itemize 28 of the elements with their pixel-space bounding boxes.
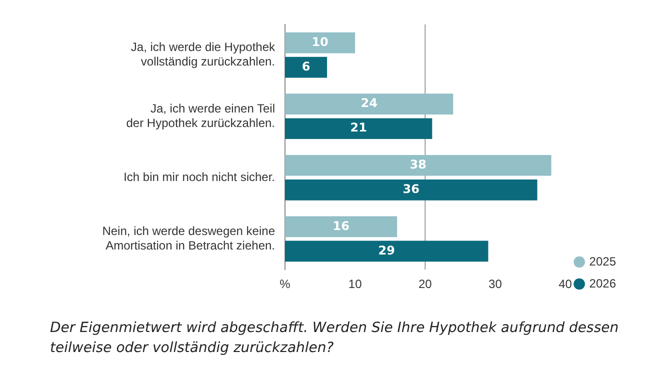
text: Der Eigenmietwert wird abgeschafft. Werden Sie Ihre Hypothek aufgrund dessen teilweise oder vollständig zurückzahlen? <box>50 319 620 358</box>
bar <box>285 179 538 200</box>
y-tick-label: Ja, ich werde einen Teil der Hypothek zurückzahlen. <box>126 101 275 130</box>
bar <box>285 118 432 140</box>
data-label: 6 <box>302 59 310 74</box>
y-tick-label: Ja, ich werde die Hypothek vollständig zurückzahlen. <box>130 40 276 69</box>
data-label: 16 <box>332 218 350 233</box>
y-tick-label: Ich bin mir noch nicht sicher. <box>124 170 275 184</box>
bar <box>285 240 488 262</box>
x-tick-label: 10 <box>348 277 362 292</box>
x-tick-label: 40 <box>558 277 572 292</box>
data-label: 24 <box>360 96 378 110</box>
bar <box>285 216 398 238</box>
x-tick-label: % <box>280 277 291 292</box>
y-tick-label: Nein, ich werde deswegen keine Amortisation in Betracht ziehen. <box>102 224 276 252</box>
bar <box>285 154 552 176</box>
data-label: 29 <box>378 243 395 258</box>
data-label: 21 <box>350 120 367 135</box>
bar <box>285 56 328 78</box>
legend-label: 2025 <box>589 254 616 268</box>
data-label: 38 <box>410 158 426 172</box>
bar <box>285 32 356 54</box>
x-tick-label: 30 <box>488 277 502 292</box>
data-label: 10 <box>312 34 328 49</box>
x-tick-label: 20 <box>418 277 432 292</box>
data-label: 36 <box>402 182 420 196</box>
bar <box>285 94 454 115</box>
legend-label: 2026 <box>589 276 616 290</box>
